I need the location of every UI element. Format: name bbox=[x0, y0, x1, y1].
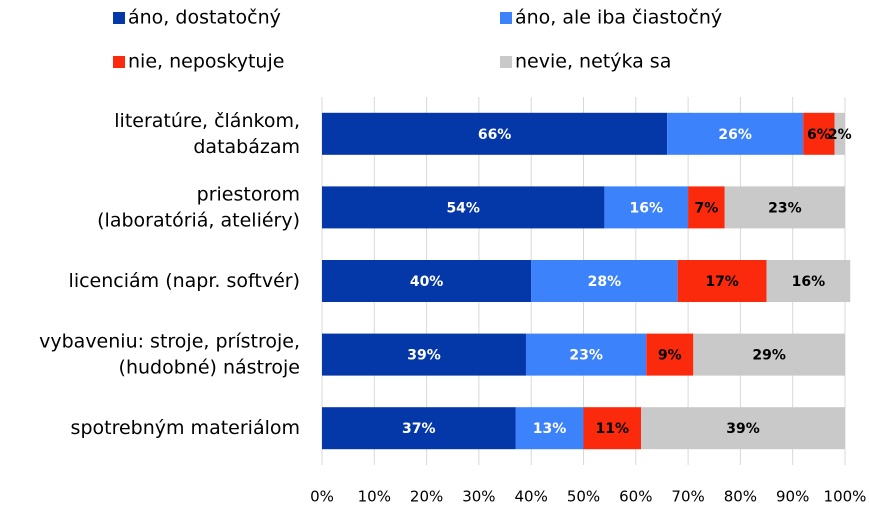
legend-swatch bbox=[113, 56, 125, 68]
category-line: (laboratóriá, ateliéry) bbox=[97, 209, 300, 231]
category-line: databázam bbox=[193, 135, 300, 157]
x-tick-label: 90% bbox=[776, 488, 809, 506]
x-tick-label: 60% bbox=[619, 488, 652, 506]
category-label: vybaveniu: stroje, prístroje, (hudobné) n… bbox=[39, 330, 300, 378]
legend-swatch bbox=[113, 12, 125, 24]
bar-segment bbox=[525, 333, 647, 376]
x-tick-label: 100% bbox=[824, 488, 867, 506]
category-line: literatúre, článkom, bbox=[114, 109, 300, 131]
legend-label: nevie, netýka sa bbox=[515, 51, 671, 73]
bar-segment bbox=[322, 112, 668, 155]
value-label: 13% bbox=[533, 421, 567, 437]
bar-segment bbox=[531, 260, 678, 302]
bar-segment bbox=[688, 186, 725, 229]
value-label: 16% bbox=[792, 274, 826, 290]
value-label: 40% bbox=[410, 274, 444, 290]
value-label: 16% bbox=[630, 200, 664, 216]
bar-segment bbox=[677, 260, 767, 302]
bar-segment bbox=[803, 112, 835, 155]
x-tick-label: 0% bbox=[310, 488, 334, 506]
value-label: 23% bbox=[768, 200, 802, 216]
bar-segment bbox=[322, 407, 516, 450]
legend-label: áno, ale iba čiastočný bbox=[515, 7, 722, 29]
category-label: licenciám (napr. softvér) bbox=[69, 270, 300, 292]
x-tick-label: 10% bbox=[358, 488, 391, 506]
bar-segment bbox=[641, 407, 845, 450]
bar-segment bbox=[693, 333, 845, 376]
bar-segment bbox=[322, 260, 532, 302]
value-label: 23% bbox=[569, 348, 603, 364]
value-label: 17% bbox=[705, 274, 739, 290]
x-tick-label: 30% bbox=[462, 488, 495, 506]
category-label: spotrebným materiálom bbox=[71, 417, 300, 439]
category-line: spotrebným materiálom bbox=[71, 417, 300, 439]
value-label: 66% bbox=[478, 127, 512, 143]
bar-segment bbox=[322, 333, 526, 376]
legend-label: nie, neposkytuje bbox=[128, 51, 284, 73]
bar-segment bbox=[322, 186, 605, 229]
x-tick-label: 70% bbox=[671, 488, 704, 506]
value-label: 39% bbox=[407, 348, 441, 364]
category-line: priestorom bbox=[197, 183, 300, 205]
value-label: 2% bbox=[828, 127, 852, 143]
x-tick-label: 20% bbox=[410, 488, 443, 506]
category-label: priestorom (laboratóriá, ateliéry) bbox=[97, 183, 300, 231]
bar-segment bbox=[515, 407, 584, 450]
value-label: 37% bbox=[402, 421, 436, 437]
category-line: vybaveniu: stroje, prístroje, bbox=[39, 330, 300, 352]
x-tick-label: 40% bbox=[515, 488, 548, 506]
x-tick-label: 80% bbox=[724, 488, 757, 506]
legend-label: áno, dostatočný bbox=[128, 7, 281, 29]
bar-segment bbox=[766, 260, 851, 302]
value-label: 7% bbox=[695, 200, 719, 216]
value-label: 54% bbox=[446, 200, 480, 216]
legend-swatch bbox=[500, 56, 512, 68]
bar-segment bbox=[724, 186, 845, 229]
category-label: literatúre, článkom, databázam bbox=[114, 109, 300, 157]
x-tick-label: 50% bbox=[567, 488, 600, 506]
bar-segment bbox=[834, 112, 845, 155]
category-line: (hudobné) nástroje bbox=[119, 356, 300, 378]
bar-segment bbox=[646, 333, 694, 376]
bar-segment bbox=[604, 186, 689, 229]
bar-segment bbox=[667, 112, 804, 155]
category-line: licenciám (napr. softvér) bbox=[69, 270, 300, 292]
legend-swatch bbox=[500, 12, 512, 24]
value-label: 11% bbox=[596, 421, 630, 437]
bar-segment bbox=[583, 407, 642, 450]
value-label: 6% bbox=[807, 127, 831, 143]
value-label: 29% bbox=[752, 348, 786, 364]
value-label: 9% bbox=[658, 348, 682, 364]
value-label: 39% bbox=[726, 421, 760, 437]
value-label: 26% bbox=[718, 127, 752, 143]
value-label: 28% bbox=[588, 274, 622, 290]
